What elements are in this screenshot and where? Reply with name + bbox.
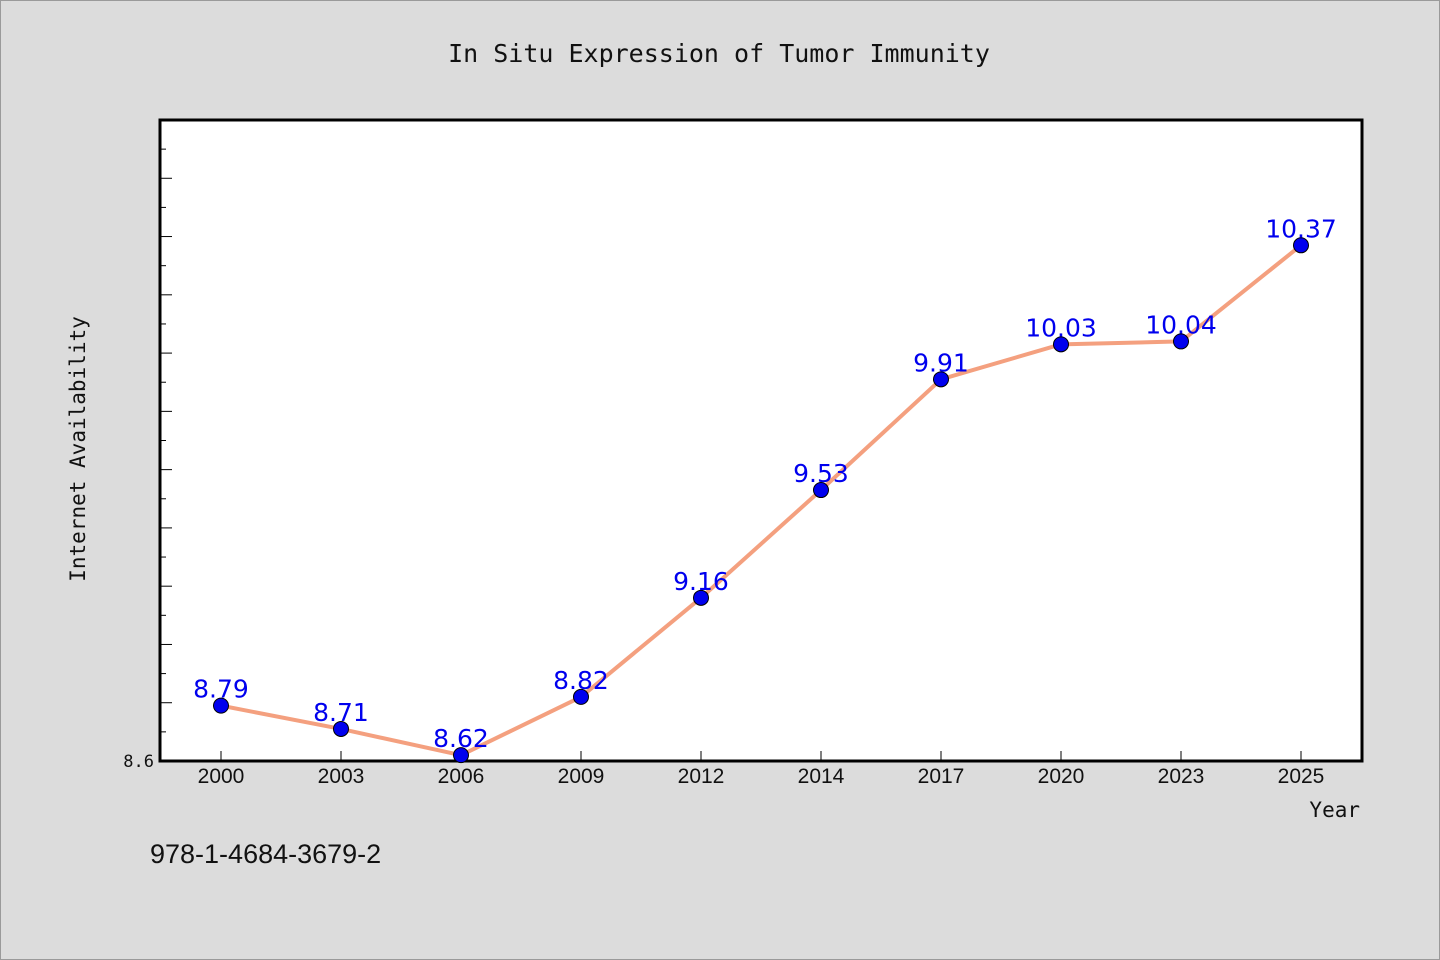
x-axis-tick-labels: 2000 2003 2006 2009 2012 2014 2017 2020 2023 2025 xyxy=(198,765,1325,788)
data-label: 9.91 xyxy=(913,348,969,377)
data-label: 10.04 xyxy=(1145,310,1217,339)
data-label: 10.37 xyxy=(1265,214,1337,243)
data-point xyxy=(573,688,589,705)
data-label: 8.62 xyxy=(433,724,489,753)
x-tick-label: 2023 xyxy=(1158,765,1205,788)
x-tick-label: 2014 xyxy=(798,765,845,788)
y-axis-ticks xyxy=(160,148,172,762)
footnote-isbn: 978-1-4684-3679-2 xyxy=(150,839,381,869)
x-tick-label: 2012 xyxy=(678,765,725,788)
data-markers xyxy=(213,237,1309,764)
plot-area xyxy=(158,118,1364,763)
data-label: 8.82 xyxy=(553,666,609,695)
data-point xyxy=(693,589,709,606)
data-label: 10.03 xyxy=(1025,313,1097,342)
x-tick-label: 2017 xyxy=(918,765,965,788)
data-point xyxy=(333,720,349,737)
data-point xyxy=(933,371,949,388)
data-point xyxy=(213,697,229,714)
data-point xyxy=(453,747,469,764)
x-tick-label: 2020 xyxy=(1038,765,1085,788)
data-label: 8.71 xyxy=(313,698,369,727)
data-label: 9.16 xyxy=(673,567,729,596)
data-label: 8.79 xyxy=(193,675,249,704)
data-point xyxy=(813,482,829,499)
data-point xyxy=(1293,237,1309,254)
x-tick-label: 2009 xyxy=(558,765,605,788)
x-tick-label: 2003 xyxy=(318,765,365,788)
data-point xyxy=(1173,333,1189,350)
x-tick-label: 2000 xyxy=(198,765,245,788)
y-tick-label: 8.6 xyxy=(123,752,154,772)
data-labels: 8.79 8.71 8.62 8.82 9.16 9.53 9.91 10.03 10.04 10… xyxy=(193,214,1337,753)
series-line xyxy=(220,243,1303,758)
x-axis-label: Year xyxy=(1309,798,1360,822)
data-point xyxy=(1053,336,1069,353)
chart-title: In Situ Expression of Tumor Immunity xyxy=(448,39,990,68)
x-tick-label: 2025 xyxy=(1278,765,1325,788)
data-label: 9.53 xyxy=(793,459,849,488)
y-axis-label: Internet Availability xyxy=(66,316,90,582)
x-tick-label: 2006 xyxy=(438,765,485,788)
